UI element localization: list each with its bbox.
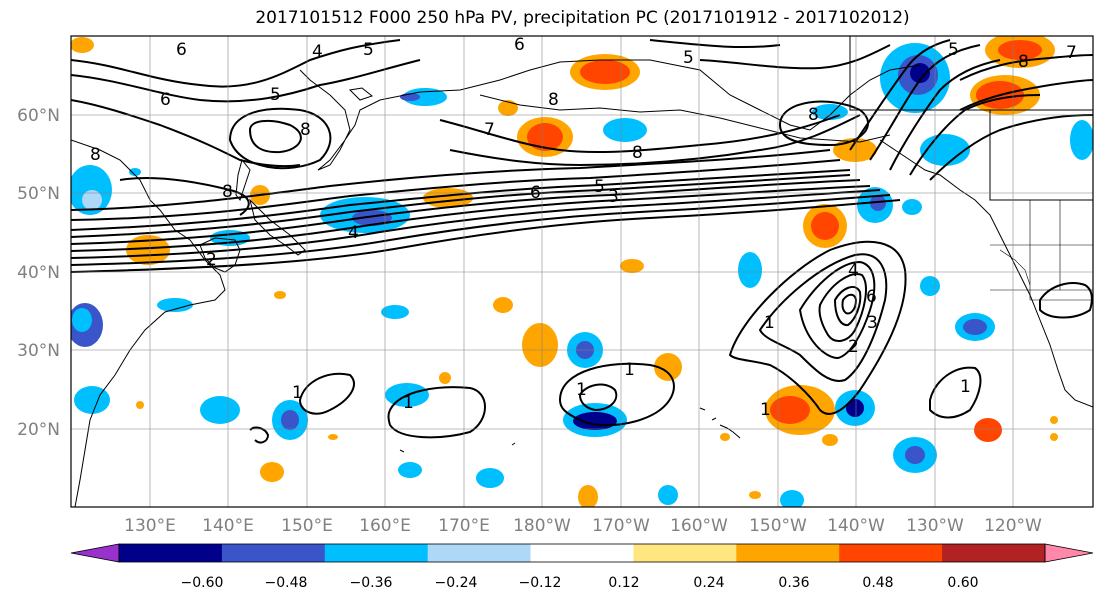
contour-label: 1 (760, 400, 771, 420)
contour-label: 8 (1018, 52, 1029, 72)
lon-label: 170°E (438, 516, 490, 536)
lon-label: 160°E (359, 516, 411, 536)
lat-label: 60°N (17, 106, 60, 126)
colorbar-tick-label: −0.60 (181, 575, 224, 591)
graticule (71, 36, 1093, 507)
colorbar-arrow-left (70, 543, 120, 563)
contour-label: 1 (576, 380, 587, 400)
contour-label: 8 (300, 120, 311, 140)
colorbar-tick-label: −0.36 (350, 575, 393, 591)
contour-label: 6 (530, 183, 541, 203)
colorbar-frame (118, 543, 1046, 563)
contour-label: 4 (348, 223, 359, 243)
contour-label: 7 (1066, 43, 1077, 63)
colorbar-tick-label: −0.48 (265, 575, 308, 591)
contour-label: 7 (484, 120, 495, 140)
contour-label: 2 (206, 250, 217, 270)
colorbar-tick-label: −0.24 (435, 575, 478, 591)
contour-label: 1 (292, 383, 303, 403)
contour-label: 8 (632, 143, 643, 163)
colorbar-labels: −0.60 −0.48 −0.36 −0.24 −0.12 0.12 0.24 … (181, 575, 979, 591)
contour-label: 1 (960, 377, 971, 397)
colorbar-tick-label: −0.12 (519, 575, 562, 591)
lon-label: 120°W (984, 516, 1042, 536)
lon-label: 150°W (749, 516, 807, 536)
colorbar-tick-label: 0.60 (947, 575, 978, 591)
map-frame (70, 35, 1094, 508)
contour-label: 1 (624, 360, 635, 380)
contour-label: 3 (867, 313, 878, 333)
contour-label: 1 (403, 393, 414, 413)
lon-label: 130°W (906, 516, 964, 536)
colorbar-tick-label: 0.24 (693, 575, 724, 591)
colorbar-tick-label: 0.48 (862, 575, 893, 591)
colorbar (70, 543, 1094, 563)
contour-label: 6 (866, 287, 877, 307)
contour-label: 6 (514, 35, 525, 55)
lat-label: 20°N (17, 420, 60, 440)
contour-label: 1 (764, 313, 775, 333)
lon-label: 180°W (513, 516, 571, 536)
colorbar-segment (427, 544, 532, 562)
colorbar-segment (324, 544, 429, 562)
lon-label: 150°E (281, 516, 333, 536)
colorbar-arrow-right (1044, 543, 1094, 563)
colorbar-segment (633, 544, 737, 562)
contour-label: 6 (176, 40, 187, 60)
contour-label: 4 (848, 261, 859, 281)
colorbar-segment (736, 544, 840, 562)
contour-label: 8 (548, 90, 559, 110)
lat-labels: 60°N 50°N 40°N 30°N 20°N (17, 106, 60, 440)
lon-labels: 130°E 140°E 150°E 160°E 170°E 180°W 170°… (124, 516, 1042, 536)
colorbar-segment (530, 544, 634, 562)
colorbar-segment (839, 544, 943, 562)
contour-label: 8 (222, 182, 233, 202)
lon-label: 130°E (124, 516, 176, 536)
lat-label: 50°N (17, 184, 60, 204)
boundaries (990, 200, 1093, 301)
contour-label: 5 (948, 40, 959, 60)
contour-label: 5 (683, 48, 694, 68)
colorbar-tick-label: 0.36 (778, 575, 809, 591)
contour-label: 8 (808, 105, 819, 125)
colorbar-segment (221, 544, 326, 562)
contour-label: 5 (270, 85, 281, 105)
contour-label: 4 (312, 42, 323, 62)
lon-label: 140°W (827, 516, 885, 536)
map-title: 2017101512 F000 250 hPa PV, precipitatio… (255, 8, 910, 28)
contour-label: 5 (594, 177, 605, 197)
lat-label: 30°N (17, 341, 60, 361)
colorbar-segment (942, 544, 1046, 562)
contour-label: 8 (90, 145, 101, 165)
lon-label: 140°E (202, 516, 254, 536)
lon-label: 170°W (592, 516, 650, 536)
colorbar-segment (119, 544, 223, 562)
lon-label: 160°W (670, 516, 728, 536)
contour-label: 5 (363, 40, 374, 60)
contour-label: 2 (848, 337, 859, 357)
contour-label: 3 (608, 187, 619, 207)
lat-label: 40°N (17, 263, 60, 283)
pv-contours (71, 39, 1093, 444)
contour-labels: 6 4 5 6 8 5 6 5 8 8 8 7 8 6 5 3 4 2 1 1 … (90, 35, 1077, 420)
contour-label: 6 (160, 90, 171, 110)
colorbar-tick-label: 0.12 (608, 575, 639, 591)
